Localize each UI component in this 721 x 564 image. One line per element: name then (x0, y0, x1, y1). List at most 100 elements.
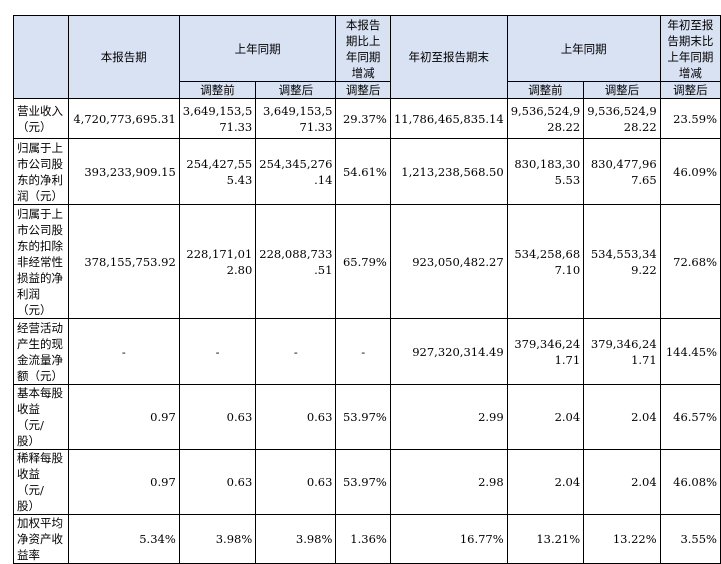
header-ytd-change-line: 年初至报 (667, 17, 714, 32)
table-row: 归属于上 市公司股 东的扣除 非经常性 损益的净 利润 （元） 378,155,… (13, 204, 721, 319)
cell-line: 228,088,733 (259, 246, 333, 261)
header-after-adj-ytd: 调整后 (583, 81, 661, 99)
row-label-line: 经营活动 (17, 320, 63, 335)
header-prior-period: 上年同期 (178, 15, 337, 82)
cell-current: 393,233,909.15 (67, 138, 180, 205)
cell-line: 2.80 (226, 262, 253, 277)
header-change-line: 年同期 (345, 49, 381, 64)
cell-prior-ytd-before: 2.04 (506, 449, 585, 515)
row-label-line: 营业收入 (17, 103, 63, 118)
cell-prior-after: 3.98% (255, 514, 337, 564)
header-ytd: 年初至报告期末 (389, 15, 508, 99)
cell-change: 1.36% (335, 514, 391, 564)
header-current-period: 本报告期 (67, 15, 180, 99)
cell-current: 0.97 (67, 449, 180, 515)
header-ytd-change: 年初至报 告期末比 上年同期 增减 (659, 15, 721, 82)
cell-prior-after: - (255, 318, 337, 385)
cell-line: .51 (314, 262, 333, 277)
cell-ytd: 2.98 (389, 449, 508, 515)
cell-line: 1.71 (554, 352, 581, 367)
header-ytd-change-line: 上年同期 (667, 49, 714, 64)
cell-line: 830,183,30 (514, 156, 581, 171)
header-after-adj-change: 调整后 (335, 81, 391, 99)
cell-prior-ytd-after: 9,536,524,9 28.22 (583, 98, 661, 139)
cell-line: 379,346,24 (590, 336, 657, 351)
cell-line: 228,171,01 (186, 246, 253, 261)
cell-line: 254,427,55 (186, 156, 253, 171)
cell-prior-ytd-after: 379,346,24 1.71 (583, 318, 661, 385)
cell-prior-ytd-after: 534,553,34 9.22 (583, 204, 661, 319)
cell-change: 54.61% (335, 138, 391, 205)
header-change-vs-prior: 本报告 期比上 年同期 增减 (335, 15, 391, 82)
cell-prior-ytd-after: 830,477,96 7.65 (583, 138, 661, 205)
cell-prior-before: 254,427,55 5.43 (178, 138, 257, 205)
row-label-line: 市公司股 (17, 156, 63, 171)
header-after-adj-ytd-change: 调整后 (659, 81, 721, 99)
table-row: 归属于上 市公司股 东的净利 润（元） 393,233,909.15 254,4… (13, 138, 721, 205)
cell-ytd-change: 144.45% (659, 318, 721, 385)
row-label-line: 损益的净 (17, 270, 63, 285)
cell-ytd-change: 72.68% (659, 204, 721, 319)
cell-prior-after: 3,649,153,5 71.33 (255, 98, 337, 139)
header-change-line: 期比上 (345, 33, 381, 48)
row-label: 归属于上 市公司股 东的净利 润（元） (13, 138, 69, 205)
cell-change: 53.97% (335, 449, 391, 515)
cell-ytd: 927,320,314.49 (389, 318, 508, 385)
table-row: 加权平均 净资产收 益率 5.34% 3.98% 3.98% 1.36% 16.… (13, 514, 721, 564)
cell-line: 254,345,276 (259, 156, 333, 171)
cell-prior-before: 0.63 (178, 384, 257, 450)
row-label: 基本每股 收益（元/ 股） (13, 384, 69, 450)
cell-change: 53.97% (335, 384, 391, 450)
cell-current: - (67, 318, 180, 385)
cell-change: - (335, 318, 391, 385)
cell-prior-before: - (178, 318, 257, 385)
cell-current: 378,155,753.92 (67, 204, 180, 319)
row-label-line: 东的净利 (17, 172, 63, 187)
cell-line: 9,536,524,9 (510, 103, 581, 118)
row-label-line: 股） (17, 434, 40, 448)
row-label-line: 非经常性 (17, 254, 63, 269)
cell-line: 534,258,68 (514, 246, 581, 261)
cell-line: 9,536,524,9 (587, 103, 657, 118)
cell-prior-after: 228,088,733 .51 (255, 204, 337, 319)
cell-line: 9.22 (631, 262, 657, 277)
header-ytd-change-line: 告期末比 (667, 33, 714, 48)
header-before-adj-ytd: 调整前 (506, 81, 585, 99)
cell-line: 1.71 (631, 352, 657, 367)
cell-ytd-change: 23.59% (659, 98, 721, 139)
table-row: 稀释每股 收益（元/ 股） 0.97 0.63 0.63 53.97% 2.98… (13, 449, 721, 515)
cell-prior-ytd-after: 13.22% (583, 514, 661, 564)
cell-prior-ytd-before: 13.21% (506, 514, 585, 564)
cell-ytd-change: 46.09% (659, 138, 721, 205)
cell-prior-after: 254,345,276 .14 (255, 138, 337, 205)
row-label-line: 净资产收 (17, 532, 63, 546)
cell-line: 28.22 (623, 119, 657, 134)
cell-line: 5.53 (554, 172, 581, 187)
header-after-adj: 调整后 (255, 81, 337, 99)
row-label-line: （元） (17, 302, 52, 317)
row-label-line: 产生的现 (17, 336, 63, 351)
row-label-line: 收益（元/ (17, 467, 44, 497)
row-label: 归属于上 市公司股 东的扣除 非经常性 损益的净 利润 （元） (13, 204, 69, 319)
cell-line: 7.65 (631, 172, 657, 187)
row-label-line: 利润 (17, 286, 40, 301)
cell-line: 7.10 (554, 262, 581, 277)
cell-line: 379,346,24 (514, 336, 581, 351)
row-label-line: 益率 (17, 548, 40, 562)
row-label-line: 稀释每股 (17, 451, 63, 465)
cell-ytd: 11,786,465,835.14 (389, 98, 508, 139)
cell-line: 5.43 (226, 172, 253, 187)
cell-prior-after: 0.63 (255, 384, 337, 450)
cell-prior-ytd-before: 830,183,30 5.53 (506, 138, 585, 205)
cell-ytd-change: 46.57% (659, 384, 721, 450)
cell-prior-before: 3.98% (178, 514, 257, 564)
cell-prior-before: 228,171,01 2.80 (178, 204, 257, 319)
row-label: 稀释每股 收益（元/ 股） (13, 449, 69, 515)
cell-ytd: 2.99 (389, 384, 508, 450)
cell-current: 0.97 (67, 384, 180, 450)
row-label-line: 收益（元/ (17, 402, 44, 432)
row-label-line: 东的扣除 (17, 238, 63, 253)
row-label: 经营活动 产生的现 金流量净 额（元） (13, 318, 69, 385)
row-label-line: 基本每股 (17, 386, 63, 400)
row-label-line: 润（元） (17, 188, 63, 203)
